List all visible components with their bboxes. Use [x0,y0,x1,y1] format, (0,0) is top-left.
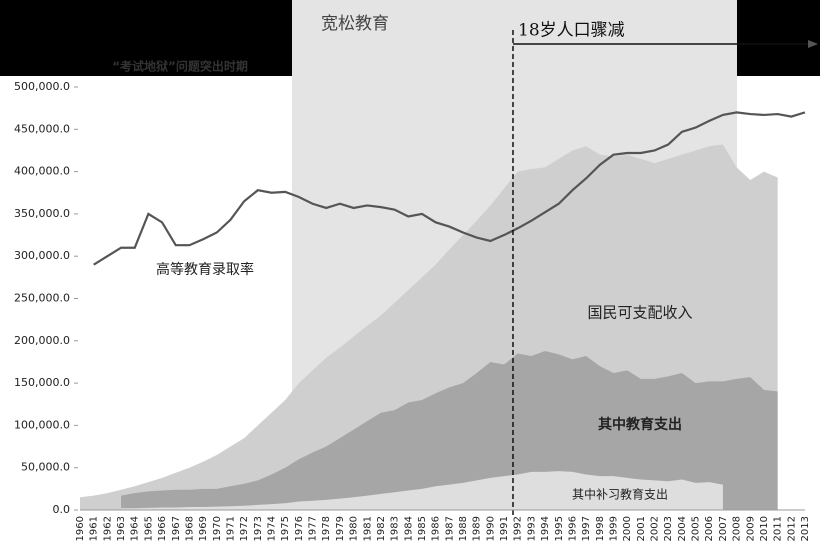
y-tick-label: 200,000.0 [14,334,70,347]
series-label: 国民可支配收入 [587,304,692,322]
y-tick-label: 50,000.0 [21,461,70,474]
x-tick-label: 2005 [691,516,702,541]
x-tick-label: 1968 [184,516,195,541]
x-tick-label: 1967 [171,516,182,541]
x-tick-label: 2009 [745,516,756,541]
x-tick-label: 1972 [239,516,250,541]
x-tick-label: 2011 [773,516,784,541]
relaxed-label: 宽松教育 [321,14,389,34]
x-tick-label: 1994 [540,516,551,541]
area [121,471,723,510]
x-tick-label: 1961 [89,516,100,541]
y-tick-label: 250,000.0 [14,292,70,305]
x-tick-label: 1988 [458,516,469,541]
x-tick-label: 1984 [403,516,414,541]
x-tick-label: 2002 [650,516,661,541]
x-tick-label: 1970 [212,516,223,541]
x-tick-label: 1996 [567,516,578,541]
exam-hell-band-right [737,0,820,76]
x-tick-label: 1987 [444,516,455,541]
x-tick-label: 2013 [800,516,811,541]
series-label: 高等教育录取率 [156,261,254,278]
x-tick-label: 1963 [116,516,127,541]
x-tick-label: 1997 [581,516,592,541]
x-tick-label: 1981 [362,516,373,541]
series-label: 其中补习教育支出 [572,487,668,502]
x-tick-label: 1980 [349,516,360,541]
y-tick-label: 400,000.0 [14,165,70,178]
exam-hell-label: “考试地狱”问题突出时期 [112,59,248,74]
x-tick-label: 1989 [472,516,483,541]
x-tick-label: 2006 [704,516,715,541]
x-tick-label: 2007 [718,516,729,541]
x-tick-label: 2003 [663,516,674,541]
x-tick-label: 2010 [759,516,770,541]
y-tick-label: 150,000.0 [14,376,70,389]
x-tick-label: 2001 [636,516,647,541]
x-tick-label: 1993 [526,516,537,541]
y-tick-label: 350,000.0 [14,207,70,220]
y-tick-label: 450,000.0 [14,122,70,135]
area [121,350,778,510]
x-tick-label: 1978 [321,516,332,541]
series-label: 其中教育支出 [598,416,682,433]
x-tick-label: 1992 [513,516,524,541]
x-tick-label: 1990 [485,516,496,541]
x-tick-label: 1969 [198,516,209,541]
x-tick-label: 1960 [75,516,86,541]
x-tick-label: 1985 [417,516,428,541]
x-tick-label: 1976 [294,516,305,541]
x-tick-label: 1982 [376,516,387,541]
x-tick-label: 2012 [786,516,797,541]
x-tick-label: 2008 [732,516,743,541]
exam-hell-band [0,0,292,76]
x-tick-label: 1974 [267,516,278,541]
y-tick-label: 300,000.0 [14,249,70,262]
x-tick-label: 1991 [499,516,510,541]
line [93,111,806,266]
x-tick-label: 1966 [157,516,168,541]
arrow-head [808,40,818,48]
x-tick-label: 1986 [431,516,442,541]
x-tick-label: 1973 [253,516,264,541]
x-tick-label: 1975 [280,516,291,541]
x-tick-label: 1971 [225,516,236,541]
population-label: 18岁人口骤减 [518,21,625,41]
x-tick-label: 1983 [390,516,401,541]
x-tick-label: 1979 [335,516,346,541]
y-tick-label: 0.0 [53,503,71,516]
x-tick-label: 1999 [608,516,619,541]
x-tick-label: 1977 [308,516,319,541]
x-tick-label: 2000 [622,516,633,541]
y-tick-label: 100,000.0 [14,418,70,431]
x-tick-label: 1995 [554,516,565,541]
y-tick-label: 500,000.0 [14,80,70,93]
x-tick-label: 2004 [677,516,688,541]
x-tick-label: 1962 [102,516,113,541]
x-tick-label: 1998 [595,516,606,541]
x-tick-label: 1965 [143,516,154,541]
x-tick-label: 1964 [130,516,141,541]
